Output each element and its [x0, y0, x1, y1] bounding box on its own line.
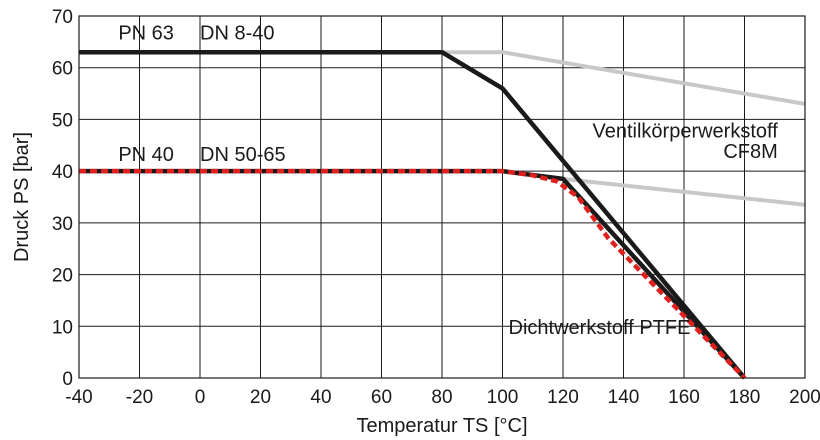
y-tick-label: 60	[52, 59, 73, 80]
annotation-ventil2: CF8M	[723, 141, 777, 163]
x-tick-label: -20	[126, 387, 153, 408]
series-line-1	[442, 50, 806, 106]
x-tick-label: 140	[608, 387, 640, 408]
plot-frame	[78, 15, 806, 379]
tick-labels: -40 -20 0 20 40 60 80 100 120 140 160 180 200 0 10 20 30…	[52, 7, 820, 408]
y-tick-label: 30	[52, 214, 73, 235]
series-line-3	[79, 49, 747, 380]
y-tick-label: 40	[52, 162, 73, 183]
annotation-pn63: PN 63	[118, 22, 174, 44]
series-line-5	[79, 168, 747, 380]
y-tick-label: 70	[52, 7, 73, 28]
x-tick-label: 100	[487, 387, 519, 408]
annotation-dn5065: DN 50-65	[200, 144, 286, 166]
y-tick-label: 20	[52, 266, 73, 287]
x-tick-label: 60	[371, 387, 392, 408]
y-tick-label: 50	[52, 110, 73, 131]
x-tick-label: 200	[789, 387, 820, 408]
annotation-dn840: DN 8-40	[200, 22, 274, 44]
y-axis-title: Druck PS [bar]	[11, 132, 33, 262]
annotations: PN 63 DN 8-40 PN 40 DN 50-65 Ventilkörperwer…	[118, 22, 778, 339]
x-tick-label: 40	[310, 387, 331, 408]
x-tick-label: 160	[668, 387, 700, 408]
y-tick-label: 10	[52, 317, 73, 338]
y-tick-label: 0	[62, 369, 73, 390]
x-tick-label: 180	[729, 387, 761, 408]
annotation-dicht: Dichtwerkstoff PTFE	[509, 317, 691, 339]
annotation-pn40: PN 40	[118, 144, 174, 166]
series-layer	[79, 49, 806, 380]
x-tick-label: 20	[250, 387, 271, 408]
x-tick-label: -40	[65, 387, 92, 408]
series-line-2	[562, 176, 806, 207]
annotation-ventil1: Ventilkörperwerkstoff	[592, 121, 778, 143]
x-tick-label: 80	[431, 387, 452, 408]
x-axis-title: Temperatur TS [°C]	[356, 415, 527, 437]
x-tick-label: 120	[547, 387, 579, 408]
x-tick-label: 0	[195, 387, 206, 408]
